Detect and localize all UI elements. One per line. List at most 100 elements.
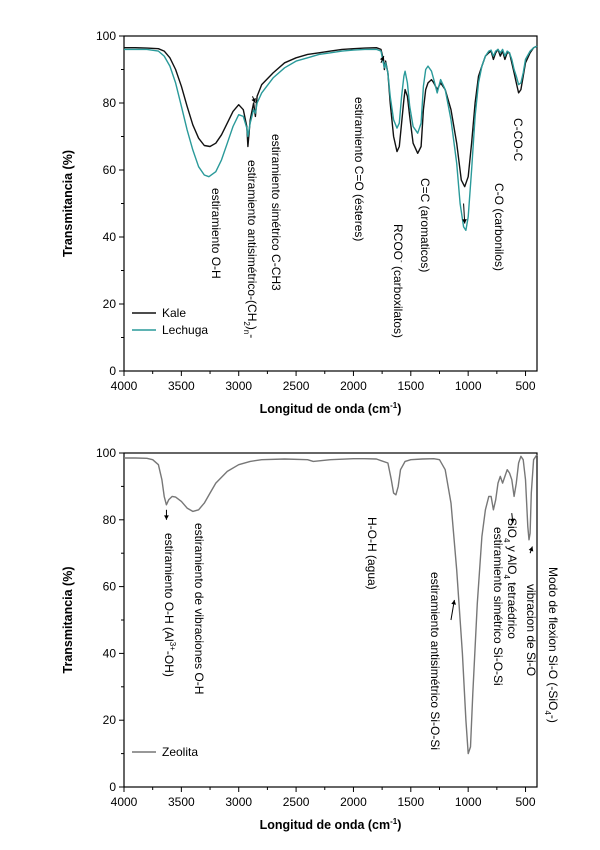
x-tick-label: 3000 [225, 379, 252, 393]
annotation-label: H-O-H (agua) [365, 517, 379, 590]
y-tick-label: 100 [96, 446, 116, 460]
annotation-sub: 2 [242, 321, 251, 326]
annotation-label: estiramiento antisimétrico Si-O-Si [428, 572, 442, 750]
legend-label: Lechuga [162, 323, 208, 337]
annotation-sup: 3+ [168, 642, 177, 651]
x-tick-label: 1500 [397, 795, 424, 809]
annotation-text: RCOO [391, 224, 405, 260]
x-tick-label: 1500 [397, 379, 424, 393]
annotation-text: estiramiento simétrico C-CH3 [269, 134, 283, 291]
annotation-label: RCOO- (carboxilatos) [391, 224, 406, 338]
annotation-text: estiramiento de vibraciones O-H [192, 523, 206, 694]
plot-frame [123, 452, 538, 788]
y-tick-label: 100 [96, 29, 116, 43]
y-axis-label: Transmitancia (%) [61, 567, 75, 674]
y-tick-label: 20 [103, 713, 117, 727]
chart-panel-2: 4000 3500 3000 2500 2000 1500 1000 500 0 20 40 60 80… [61, 446, 560, 832]
annotation-arrowhead [510, 518, 515, 524]
annotation-text: estiramiento antisimétrico-(CH [245, 160, 259, 321]
x-axis-label: Longitud de onda (cm-1) [260, 401, 402, 416]
x-tick-label: 3500 [168, 379, 195, 393]
x-tick-label: 1000 [455, 795, 482, 809]
annotation-mid: y AlO [505, 542, 519, 574]
annotation-label: SiO4 y AlO4 tetraédrico [502, 518, 519, 639]
annotation-end: (carboxilatos) [391, 263, 405, 338]
annotation-text: estiramiento antisimétrico Si-O-Si [428, 572, 442, 750]
annotation-sub: 4 [502, 538, 511, 543]
x-tick-label: 2000 [340, 379, 367, 393]
annotation-label: C-O (carbonilos) [492, 183, 506, 271]
x-tick-label: 4000 [111, 379, 138, 393]
annotation-text: estiramiento simétrico Si-O-Si [491, 527, 505, 686]
y-tick-label: 60 [103, 163, 117, 177]
x-tick-label: 2000 [340, 795, 367, 809]
annotation-label: estiramiento de vibraciones O-H [192, 523, 206, 694]
annotation-label: estiramiento simétrico C-CH3 [269, 134, 283, 291]
annotation-label: Modo de flexion Si-O (-SiO4-) [543, 567, 560, 723]
legend-label: Kale [162, 306, 186, 320]
x-tick-label: 3000 [225, 795, 252, 809]
annotation-label: estiramiento O-H (Al3+-OH) [162, 533, 177, 677]
y-tick-label: 60 [103, 580, 117, 594]
annotation-arrowhead [251, 98, 256, 103]
x-axis-label-end: ) [397, 402, 401, 416]
chart-panel-1: 4000 3500 3000 2500 2000 1500 1000 500 0 20 40 60 80… [61, 29, 538, 416]
y-tick-label: 80 [103, 96, 117, 110]
annotation-end: - [245, 334, 259, 338]
x-axis-label: Longitud de onda (cm-1) [260, 817, 402, 832]
annotation-arrowhead [462, 219, 467, 224]
x-tick-label: 4000 [111, 795, 138, 809]
annotation-mid: ) [245, 326, 259, 330]
annotation-sup: - [397, 260, 406, 263]
series-line-lechuga [124, 45, 538, 231]
annotation-label: C=C (aromaticos) [418, 178, 432, 272]
x-tick-label: 500 [516, 379, 536, 393]
annotation-text: C-O (carbonilos) [492, 183, 506, 271]
legend-label: Zeolita [162, 745, 198, 759]
series-line-zeolita [124, 454, 538, 755]
y-tick-label: 40 [103, 230, 117, 244]
y-tick-label: 80 [103, 513, 117, 527]
annotation-arrowhead [528, 546, 534, 552]
annotation-label: C-CO-C [511, 118, 525, 162]
annotation-label: estiramiento simétrico Si-O-Si [491, 527, 505, 686]
x-axis-label-main: Longitud de onda (cm [260, 402, 391, 416]
annotation-label: vibracion de Si-O [524, 584, 538, 676]
y-tick-label: 40 [103, 646, 117, 660]
annotation-text: H-O-H (agua) [365, 517, 379, 590]
x-axis-label-main: Longitud de onda (cm [260, 818, 391, 832]
x-tick-label: 2500 [283, 795, 310, 809]
y-axis-label: Transmitancia (%) [61, 150, 75, 257]
x-tick-label: 3500 [168, 795, 195, 809]
annotation-sub2: n [242, 330, 251, 334]
annotation-text: C=C (aromaticos) [418, 178, 432, 272]
x-tick-label: 500 [516, 795, 536, 809]
annotation-text: Modo de flexion Si-O (-SiO [546, 567, 560, 710]
annotation-sub: 4 [543, 710, 552, 715]
annotation-text: estiramiento C=O (ésteres) [352, 97, 366, 241]
annotation-end: tetraédrico [505, 579, 519, 639]
x-axis-label-sup: -1 [390, 401, 398, 410]
annotation-label: estiramiento antisimétrico-(CH2)n- [242, 160, 259, 338]
annotation-end: -) [546, 715, 560, 723]
y-tick-label: 20 [103, 297, 117, 311]
plot-frame [123, 35, 538, 372]
annotation-arrowhead [451, 599, 457, 605]
annotation-text: SiO [505, 518, 519, 538]
annotation-text: estiramiento O-H (Al [162, 533, 176, 642]
annotation-text: C-CO-C [511, 118, 525, 162]
annotation-end: -OH) [162, 651, 176, 677]
x-axis-label-sup: -1 [390, 817, 398, 826]
y-tick-label: 0 [109, 780, 116, 794]
annotation-text: vibracion de Si-O [524, 584, 538, 676]
x-axis-label-end: ) [397, 818, 401, 832]
y-tick-label: 0 [109, 364, 116, 378]
annotation-arrowhead [164, 515, 169, 520]
annotation-label: estiramiento O-H [209, 188, 223, 279]
annotation-label: estiramiento C=O (ésteres) [352, 97, 366, 241]
x-tick-label: 2500 [283, 379, 310, 393]
annotation-arrowhead [379, 56, 385, 62]
annotation-text: estiramiento O-H [209, 188, 223, 279]
annotation-sub2: 4 [502, 574, 511, 579]
